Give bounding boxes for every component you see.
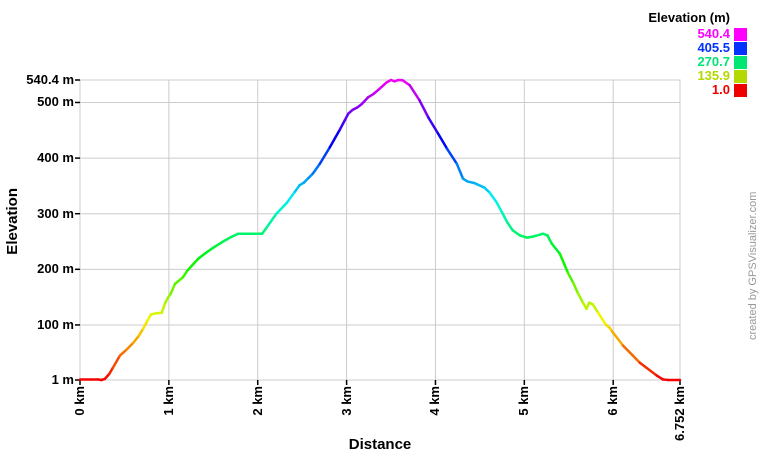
x-axis-title: Distance [348, 436, 412, 453]
plot-border [79, 79, 681, 381]
y-tick-label: 200 m [37, 261, 74, 277]
elevation-profile-line [328, 129, 341, 149]
elevation-profile-line [141, 319, 149, 331]
elevation-profile-line [173, 275, 185, 286]
elevation-profile-line [558, 252, 570, 274]
legend-color-swatch [734, 55, 747, 69]
x-tick-label: 6 km [605, 386, 621, 416]
x-tick-label: 3 km [338, 386, 354, 416]
legend-value: 540.4 [697, 26, 730, 41]
x-tick-label: 5 km [516, 386, 532, 416]
y-tick-label: 400 m [37, 150, 74, 166]
legend-color-swatch [734, 41, 747, 55]
elevation-profile-line [576, 291, 585, 304]
legend-row: 1.0 [648, 83, 747, 97]
legend-row: 405.5 [648, 41, 747, 55]
elevation-profile-line [488, 191, 499, 204]
elevation-profile-line [293, 184, 301, 193]
elevation-profile-line [427, 116, 440, 135]
elevation-profile-line [511, 229, 522, 237]
elevation-profile-line [500, 211, 509, 224]
elevation-profile-line [566, 271, 575, 284]
elevation-profile-line [546, 234, 554, 245]
elevation-profile-line [137, 327, 145, 338]
elevation-profile-line [229, 232, 240, 239]
elevation-profile-line [124, 341, 135, 352]
x-tick-label: 6.752 km [672, 386, 687, 441]
elevation-profile-line [611, 330, 625, 347]
elevation-profile-line [455, 162, 465, 180]
x-tick-label: 0 km [72, 386, 87, 416]
watermark: created by GPSVisualizer.com [747, 191, 759, 340]
elevation-profile-line [169, 282, 177, 296]
elevation-profile-line [204, 246, 215, 254]
elevation-profile-line [591, 303, 600, 314]
y-tick-label: 1 m [51, 372, 74, 387]
legend-color-swatch [734, 69, 747, 83]
legend-row: 135.9 [648, 69, 747, 83]
elevation-profile-line [275, 201, 289, 215]
elevation-profile-line [285, 190, 297, 204]
elevation-profile-line [343, 112, 350, 122]
elevation-profile-line [495, 201, 504, 214]
elevation-profile-line [318, 146, 331, 165]
y-axis-title: Elevation [4, 188, 21, 255]
elevation-profile-line [436, 132, 449, 150]
y-tick-label: 540.4 m [26, 72, 74, 87]
elevation-profile-line [445, 147, 459, 165]
elevation-profile-line [118, 348, 128, 357]
elevation-profile-line [401, 78, 411, 87]
legend-value: 1.0 [711, 82, 730, 97]
y-tick-label: 100 m [37, 316, 74, 332]
elevation-profile-line [221, 235, 233, 243]
elevation-profile-line [596, 311, 608, 327]
elevation-profile-line [550, 242, 562, 255]
legend-value: 405.5 [697, 40, 730, 55]
elevation-profile-line [186, 257, 200, 272]
elevation-profile-line [338, 119, 347, 132]
legend-value: 270.7 [697, 54, 730, 69]
elevation-profile-line [408, 83, 421, 102]
legend-value: 135.9 [697, 68, 730, 83]
legend-color-swatch [734, 83, 747, 97]
x-tick-label: 4 km [427, 386, 443, 416]
elevation-profile-line [212, 240, 225, 249]
elevation-profile-line [571, 281, 579, 294]
legend-color-swatch [734, 27, 747, 41]
elevation-profile-line [160, 301, 167, 314]
y-tick-label: 500 m [37, 94, 74, 110]
legend-row: 540.4 [648, 27, 747, 41]
elevation-profile-line [311, 162, 322, 175]
legend-title: Elevation (m) [648, 10, 730, 25]
elevation-profile-line [621, 344, 642, 365]
x-tick-label: 2 km [249, 386, 265, 416]
y-tick-label: 300 m [37, 205, 74, 221]
elevation-profile-line [506, 221, 515, 232]
elevation-profile-line [181, 269, 189, 279]
elevation-profile-line [111, 354, 122, 370]
elevation-profile-line [132, 334, 140, 344]
elevation-profile-line [418, 98, 430, 119]
elevation-profile-line [377, 81, 388, 91]
elevation-profile-line [260, 226, 268, 235]
elevation-profile-line [360, 96, 370, 106]
legend-row: 270.7 [648, 55, 747, 69]
elevation-profile-line [265, 212, 278, 229]
legend: Elevation (m) 540.4 405.5 270.7 135.9 1.0 [648, 10, 747, 97]
elevation-profile-line [638, 361, 658, 377]
x-tick-label: 1 km [160, 386, 176, 416]
elevation-profile-line [196, 251, 208, 261]
